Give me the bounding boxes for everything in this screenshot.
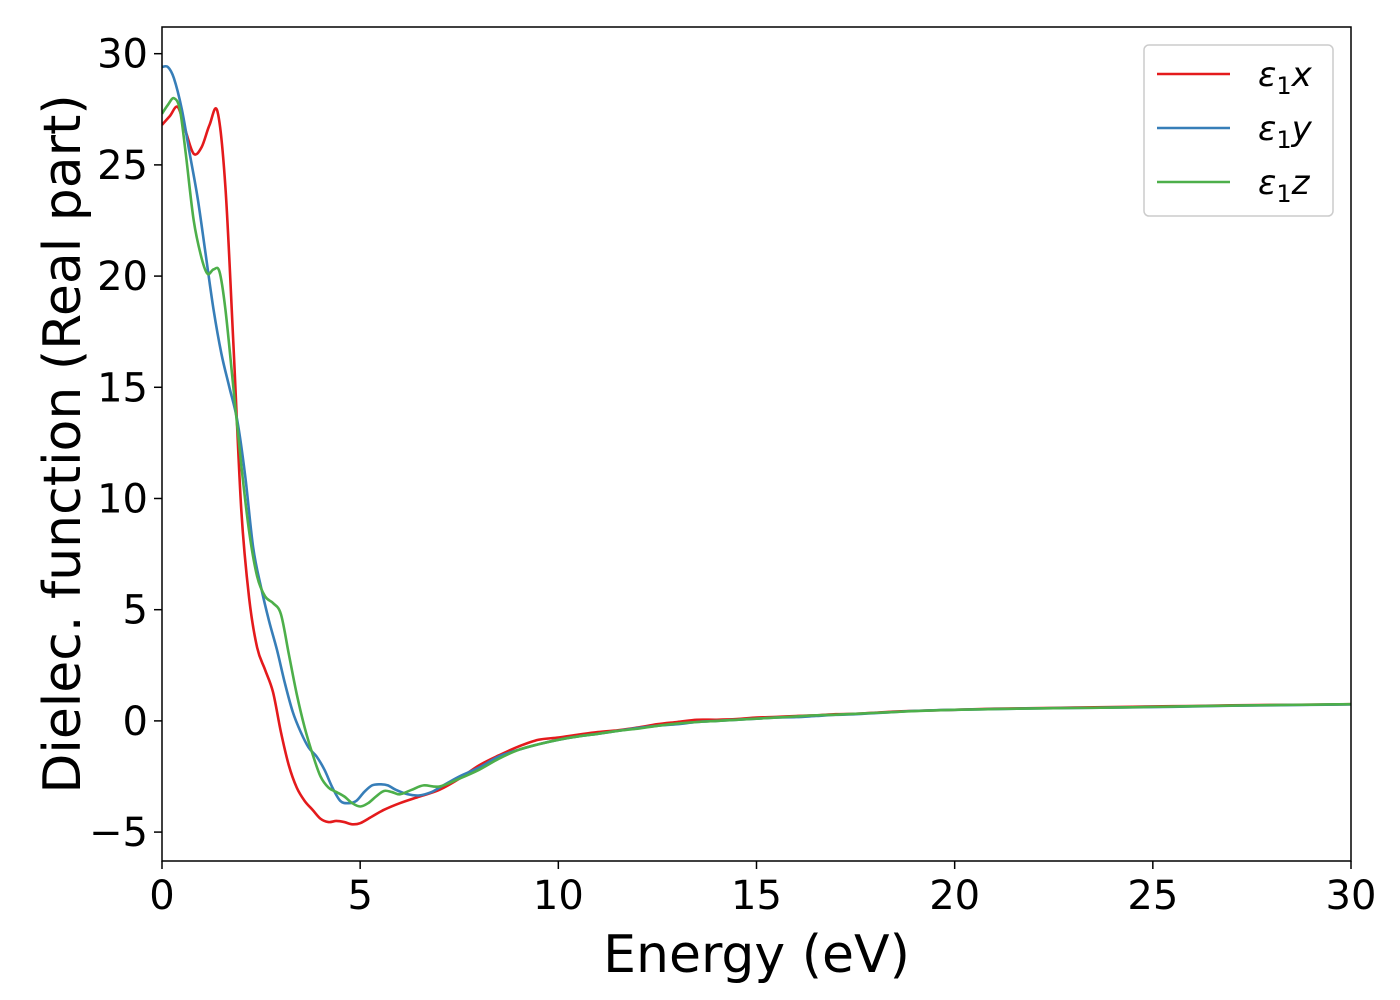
y-tick-label: 10	[97, 476, 148, 522]
y-tick-label: 25	[97, 143, 148, 189]
y-axis-title: Dielec. function (Real part)	[33, 94, 93, 793]
y-tick-label: 0	[123, 699, 148, 745]
legend-label-x: ε1x	[1258, 55, 1313, 100]
x-tick-label: 25	[1127, 873, 1178, 919]
series-layer	[162, 64, 1351, 826]
series-line-z	[162, 96, 1351, 808]
x-axis: 0 5 10 15 20 25 30	[149, 861, 1376, 919]
y-tick-label: −5	[89, 810, 148, 856]
x-tick-label: 30	[1326, 873, 1377, 919]
x-tick-label: 5	[347, 873, 372, 919]
y-tick-label: 30	[97, 32, 148, 78]
x-tick-label: 10	[533, 873, 584, 919]
legend-box	[1143, 44, 1334, 217]
x-axis-title: Energy (eV)	[603, 925, 910, 985]
y-tick-label: 20	[97, 254, 148, 300]
legend-label-z: ε1z	[1258, 163, 1311, 208]
legend-label-y: ε1y	[1258, 109, 1313, 154]
x-tick-label: 15	[731, 873, 782, 919]
y-tick-label: 15	[97, 365, 148, 411]
y-tick-label: 5	[123, 588, 148, 634]
legend: ε1x ε1y ε1z	[1143, 44, 1334, 217]
x-tick-label: 0	[149, 873, 174, 919]
x-tick-label: 20	[929, 873, 980, 919]
y-axis: −5 0 5 10 15 20 25 30	[89, 32, 162, 856]
